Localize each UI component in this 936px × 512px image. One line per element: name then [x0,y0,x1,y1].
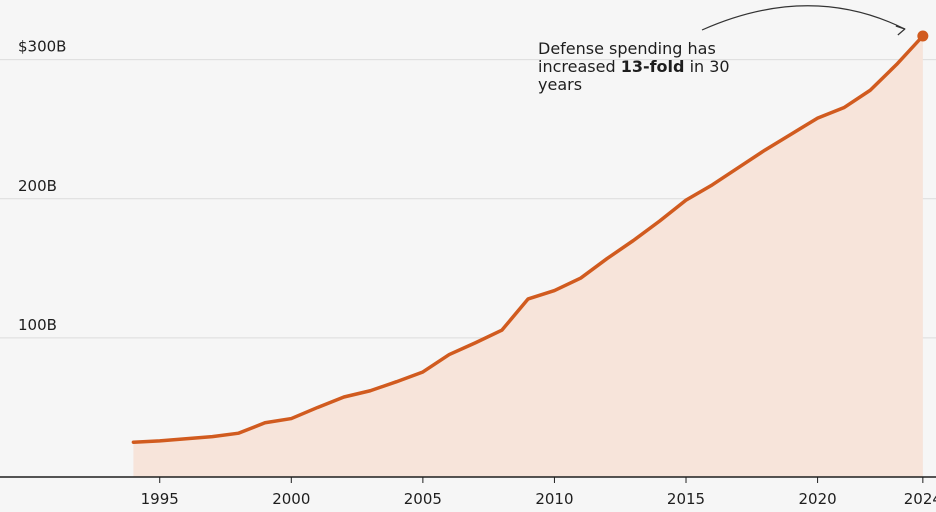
data-point [210,435,214,439]
data-point [710,183,714,187]
data-point [131,440,135,444]
x-tick-label: 2000 [272,490,310,507]
annotation-text: Defense spending has increased 13-fold i… [538,40,768,94]
data-point [289,417,293,421]
x-tick-label: 2005 [404,490,442,507]
data-point [631,239,635,243]
annotation-arrow [701,5,906,31]
data-point [368,389,372,393]
data-point [263,421,267,425]
data-point [605,257,609,261]
data-point [895,63,899,67]
line-layer [131,30,929,444]
data-point [868,88,872,92]
annotation-text-bold: 13-fold [620,57,685,76]
end-point-marker [917,30,929,42]
data-point [500,328,504,332]
data-point [763,148,767,152]
x-tick-label: 2024 [904,490,936,507]
annotation-text-after: in 30 years [538,57,730,94]
data-point [158,439,162,443]
data-point [316,405,320,409]
axis-layer: 1995 2000 2005 2010 2015 2020 2024 [0,476,936,508]
annotation-arrowhead [895,25,906,36]
data-point [184,437,188,441]
y-tick-label: $300B [18,38,66,56]
area-fill [133,36,923,477]
data-point [342,395,346,399]
x-tick-label: 2015 [667,490,705,507]
data-point [395,380,399,384]
data-point [816,116,820,120]
data-point [526,297,530,301]
data-point [579,276,583,280]
annotation-arrow-layer [701,5,906,36]
y-tick-label: 200B [18,177,57,195]
x-tick-label: 1995 [141,490,179,507]
data-point [473,341,477,345]
data-point [658,219,662,223]
data-point [684,198,688,202]
data-point [237,431,241,435]
data-point [447,353,451,357]
x-tick-label: 2010 [535,490,573,507]
data-point [737,165,741,169]
data-point [421,370,425,374]
x-tick-label: 2020 [798,490,836,507]
data-point [842,106,846,110]
y-tick-label: 100B [18,316,57,334]
annotation-text-before: Defense spending has increased [538,39,716,76]
data-point [552,289,556,293]
data-point [789,132,793,136]
series-line [131,34,925,444]
area-layer [133,36,923,477]
